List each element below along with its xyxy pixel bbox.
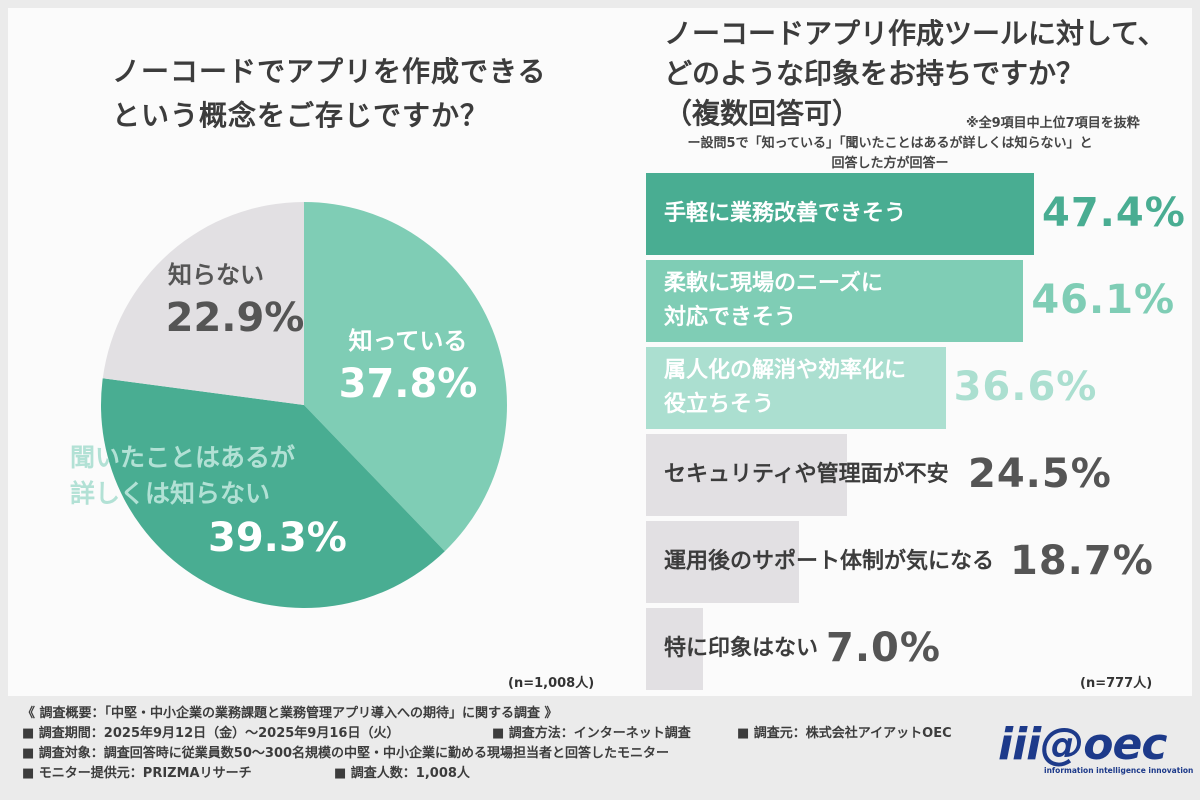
bar-label-line1: 特に印象はない: [664, 636, 819, 661]
bar-label-line1: セキュリティや管理面が不安: [664, 462, 949, 487]
survey-count: ■ 調査人数：1,008人: [334, 766, 470, 781]
bar-title-line2: どのような印象をお持ちですか？: [664, 57, 1085, 90]
bar-label: 特に印象はない: [664, 608, 994, 690]
bar-label: 属人化の解消や効率化に 役立ちそう: [664, 347, 994, 429]
survey-source: ■ 調査元：株式会社アイアットOEC: [737, 726, 952, 741]
pie-label-known: 知っている 37.8%: [318, 324, 498, 410]
bar: [646, 434, 847, 516]
bar-label-line2: 対応できそう: [664, 305, 797, 330]
bar-value: 18.7%: [1010, 538, 1154, 584]
pie-label-unknown: 知らない 22.9%: [140, 258, 330, 344]
bar-label-line1: 属人化の解消や効率化に: [664, 358, 907, 383]
pie-slice-name: 知らない: [168, 261, 264, 289]
bar-label: セキュリティや管理面が不安: [664, 434, 994, 516]
bar-label: 運用後のサポート体制が気になる: [664, 521, 994, 603]
bar-label-text: 特に印象はない: [664, 632, 818, 666]
bar: [646, 347, 946, 429]
bar-subtitle-line1: ー設問5で「知っている」「聞いたことはあるが詳しくは知らない」と: [687, 136, 1093, 151]
bar-value: 46.1%: [1031, 277, 1176, 323]
survey-period: ■ 調査期間：2025年9月12日（金）～2025年9月16日（火）: [22, 726, 400, 741]
pie-slice-value: 37.8%: [338, 361, 478, 407]
bar-label-line1: 運用後のサポート体制が気になる: [664, 549, 995, 574]
bar-chart-note: ※全9項目中上位7項目を抜粋: [966, 116, 1140, 131]
pie-title-line1: ノーコードでアプリを作成できる: [112, 55, 547, 88]
bar-chart-subtitle: ー設問5で「知っている」「聞いたことはあるが詳しくは知らない」と 回答した方が回…: [620, 134, 1160, 174]
bar-value: 36.6%: [953, 364, 1098, 410]
pie-slice-heard-but-unfamiliar: [100, 378, 445, 608]
bar-label-line1: 柔軟に現場のニーズに: [664, 271, 883, 296]
pie-slice-name-line1: 聞いたことはあるが: [70, 443, 296, 472]
bar-label-text: 運用後のサポート体制が気になる: [664, 545, 994, 579]
bar-label-text: セキュリティや管理面が不安: [664, 458, 949, 492]
bar-label-line2: 役立ちそう: [664, 392, 775, 417]
pie-slice-name-line2: 詳しくは知らない: [70, 479, 271, 508]
pie-slice-known: [304, 202, 508, 552]
pie-title-line2: という概念をご存じですか？: [112, 99, 490, 132]
bar-label-text: 属人化の解消や効率化に 役立ちそう: [664, 354, 906, 422]
bar-label: 手軽に業務改善できそう: [664, 173, 994, 255]
bar-value: 7.0%: [826, 625, 941, 671]
bar-label-line1: 手軽に業務改善できそう: [664, 201, 907, 226]
bar-title-line3: （複数回答可）: [664, 97, 861, 130]
survey-summary-title: 《 調査概要：「中堅・中小企業の業務課題と業務管理アプリ導入への期待」に関する調…: [22, 706, 558, 721]
pie-slice-value: 39.3%: [208, 515, 347, 561]
company-logo: iii@oec information intelligence innovat…: [998, 719, 1193, 780]
pie-chart-title: ノーコードでアプリを作成できる という概念をご存じですか？: [112, 50, 592, 138]
logo-wordmark: iii@oec: [998, 719, 1167, 770]
bar-label-text: 手軽に業務改善できそう: [664, 197, 906, 231]
pie-label-heard-but-unfamiliar: 聞いたことはあるが 詳しくは知らない 39.3%: [70, 440, 347, 564]
bar-subtitle-line2: 回答した方が回答ー: [831, 156, 949, 171]
bar: [646, 608, 704, 690]
pie-slice-name: 知っている: [348, 327, 468, 355]
bar: [646, 260, 1024, 342]
survey-provider: ■ モニター提供元：PRIZMAリサーチ: [22, 766, 252, 781]
bar: [646, 521, 800, 603]
survey-method: ■ 調査方法：インターネット調査: [492, 726, 691, 741]
bar-title-line1: ノーコードアプリ作成ツールに対して、: [664, 17, 1166, 50]
bar-chart-title: ノーコードアプリ作成ツールに対して、 どのような印象をお持ちですか？ （複数回答…: [664, 14, 1184, 134]
bar-value: 47.4%: [1042, 190, 1186, 236]
bar-value: 24.5%: [968, 451, 1112, 497]
bar-sample-size: (n=777人): [1080, 676, 1153, 691]
bar: [646, 173, 1034, 255]
logo-tagline: information intelligence innovation: [1044, 766, 1194, 775]
pie-sample-size: (n=1,008人): [508, 676, 595, 691]
bar-label-text: 柔軟に現場のニーズに 対応できそう: [664, 267, 883, 335]
bar-label: 柔軟に現場のニーズに 対応できそう: [664, 260, 994, 342]
pie-slice-value: 22.9%: [165, 295, 305, 341]
survey-target: ■ 調査対象：調査回答時に従業員数50～300名規模の中堅・中小企業に勤める現場…: [22, 746, 670, 761]
pie-slice-unknown: [102, 202, 304, 405]
